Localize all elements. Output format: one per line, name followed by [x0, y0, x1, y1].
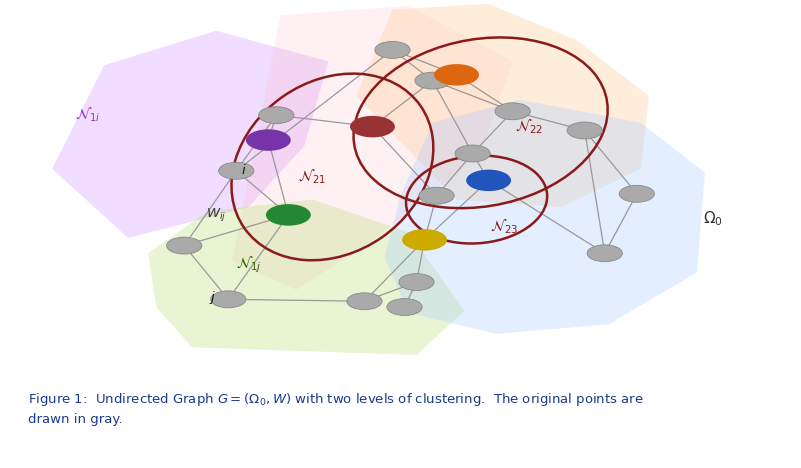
- Text: $\mathcal{N}_{1j}$: $\mathcal{N}_{1j}$: [235, 255, 261, 275]
- Circle shape: [375, 42, 410, 58]
- Text: $\mathcal{N}_{23}$: $\mathcal{N}_{23}$: [490, 217, 519, 236]
- Polygon shape: [384, 100, 705, 334]
- Circle shape: [495, 103, 530, 120]
- Polygon shape: [356, 4, 649, 207]
- Circle shape: [167, 237, 202, 254]
- Text: $\mathcal{N}_{1i}$: $\mathcal{N}_{1i}$: [75, 106, 101, 124]
- Text: $\mathcal{N}_{21}$: $\mathcal{N}_{21}$: [298, 167, 327, 186]
- Polygon shape: [52, 31, 328, 238]
- Circle shape: [399, 274, 434, 291]
- Circle shape: [415, 72, 450, 89]
- Text: Figure 1:  Undirected Graph $G = (\Omega_0, W)$ with two levels of clustering.  : Figure 1: Undirected Graph $G = (\Omega_…: [28, 391, 644, 426]
- Circle shape: [266, 204, 311, 226]
- Text: $W_{ij}$: $W_{ij}$: [206, 206, 227, 223]
- Circle shape: [434, 64, 479, 86]
- Circle shape: [455, 145, 490, 162]
- Circle shape: [402, 229, 447, 250]
- Text: $\Omega_0$: $\Omega_0$: [703, 209, 723, 228]
- Circle shape: [259, 107, 294, 124]
- Circle shape: [211, 291, 246, 308]
- Circle shape: [246, 129, 291, 151]
- Text: $i$: $i$: [241, 162, 248, 176]
- Circle shape: [466, 169, 511, 191]
- Text: $\mathcal{N}_{22}$: $\mathcal{N}_{22}$: [514, 117, 543, 136]
- Polygon shape: [232, 6, 513, 290]
- Circle shape: [419, 187, 454, 204]
- Circle shape: [347, 293, 382, 310]
- Text: $j$: $j$: [209, 289, 215, 306]
- Circle shape: [350, 116, 395, 138]
- Circle shape: [219, 162, 254, 179]
- Polygon shape: [148, 199, 465, 355]
- Circle shape: [619, 185, 654, 202]
- Circle shape: [567, 122, 602, 139]
- Circle shape: [387, 299, 422, 315]
- Circle shape: [587, 245, 622, 262]
